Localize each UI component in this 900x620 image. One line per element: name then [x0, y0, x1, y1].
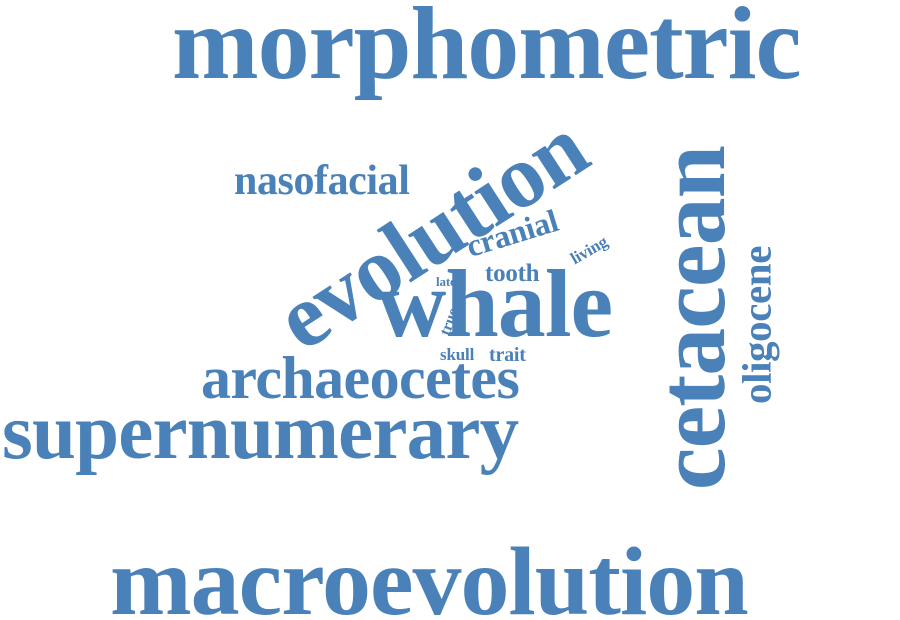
word-morphometric: morphometric — [172, 0, 801, 96]
word-skull: skull — [440, 346, 474, 363]
word-late: late — [436, 275, 456, 288]
word-tooth: tooth — [485, 261, 539, 286]
word-nasofacial: nasofacial — [234, 160, 409, 202]
word-trait: trait — [489, 345, 526, 365]
word-cetacean: cetacean — [644, 146, 740, 490]
word-oligocene: oligocene — [737, 246, 778, 404]
word-macroevolution: macroevolution — [110, 533, 748, 620]
